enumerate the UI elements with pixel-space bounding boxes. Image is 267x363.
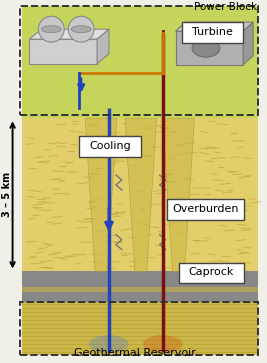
- Polygon shape: [243, 22, 253, 65]
- Polygon shape: [22, 302, 258, 355]
- Text: 3 – 5 km: 3 – 5 km: [2, 172, 11, 217]
- Polygon shape: [97, 29, 109, 64]
- Ellipse shape: [143, 335, 183, 353]
- Polygon shape: [29, 29, 109, 39]
- Polygon shape: [22, 292, 258, 302]
- Polygon shape: [163, 118, 194, 272]
- Polygon shape: [22, 272, 258, 287]
- Text: Turbine: Turbine: [192, 27, 233, 37]
- Text: Cooling: Cooling: [89, 141, 131, 151]
- FancyBboxPatch shape: [182, 22, 243, 43]
- Polygon shape: [29, 39, 97, 64]
- Circle shape: [68, 16, 94, 42]
- FancyBboxPatch shape: [79, 136, 141, 157]
- Polygon shape: [22, 6, 258, 118]
- Ellipse shape: [89, 335, 129, 353]
- Polygon shape: [125, 118, 157, 272]
- Ellipse shape: [192, 39, 220, 57]
- FancyBboxPatch shape: [179, 262, 244, 284]
- Text: Caprock: Caprock: [189, 268, 234, 277]
- Polygon shape: [176, 31, 243, 65]
- Polygon shape: [22, 287, 258, 292]
- FancyBboxPatch shape: [167, 199, 244, 220]
- Text: Overburden: Overburden: [172, 204, 239, 214]
- Ellipse shape: [71, 26, 91, 33]
- Circle shape: [38, 16, 64, 42]
- Polygon shape: [22, 118, 258, 272]
- Text: Geothermal Reservoir: Geothermal Reservoir: [74, 348, 196, 358]
- Ellipse shape: [41, 26, 61, 33]
- Polygon shape: [176, 22, 253, 31]
- Polygon shape: [85, 118, 117, 272]
- Text: Power Block: Power Block: [194, 2, 257, 12]
